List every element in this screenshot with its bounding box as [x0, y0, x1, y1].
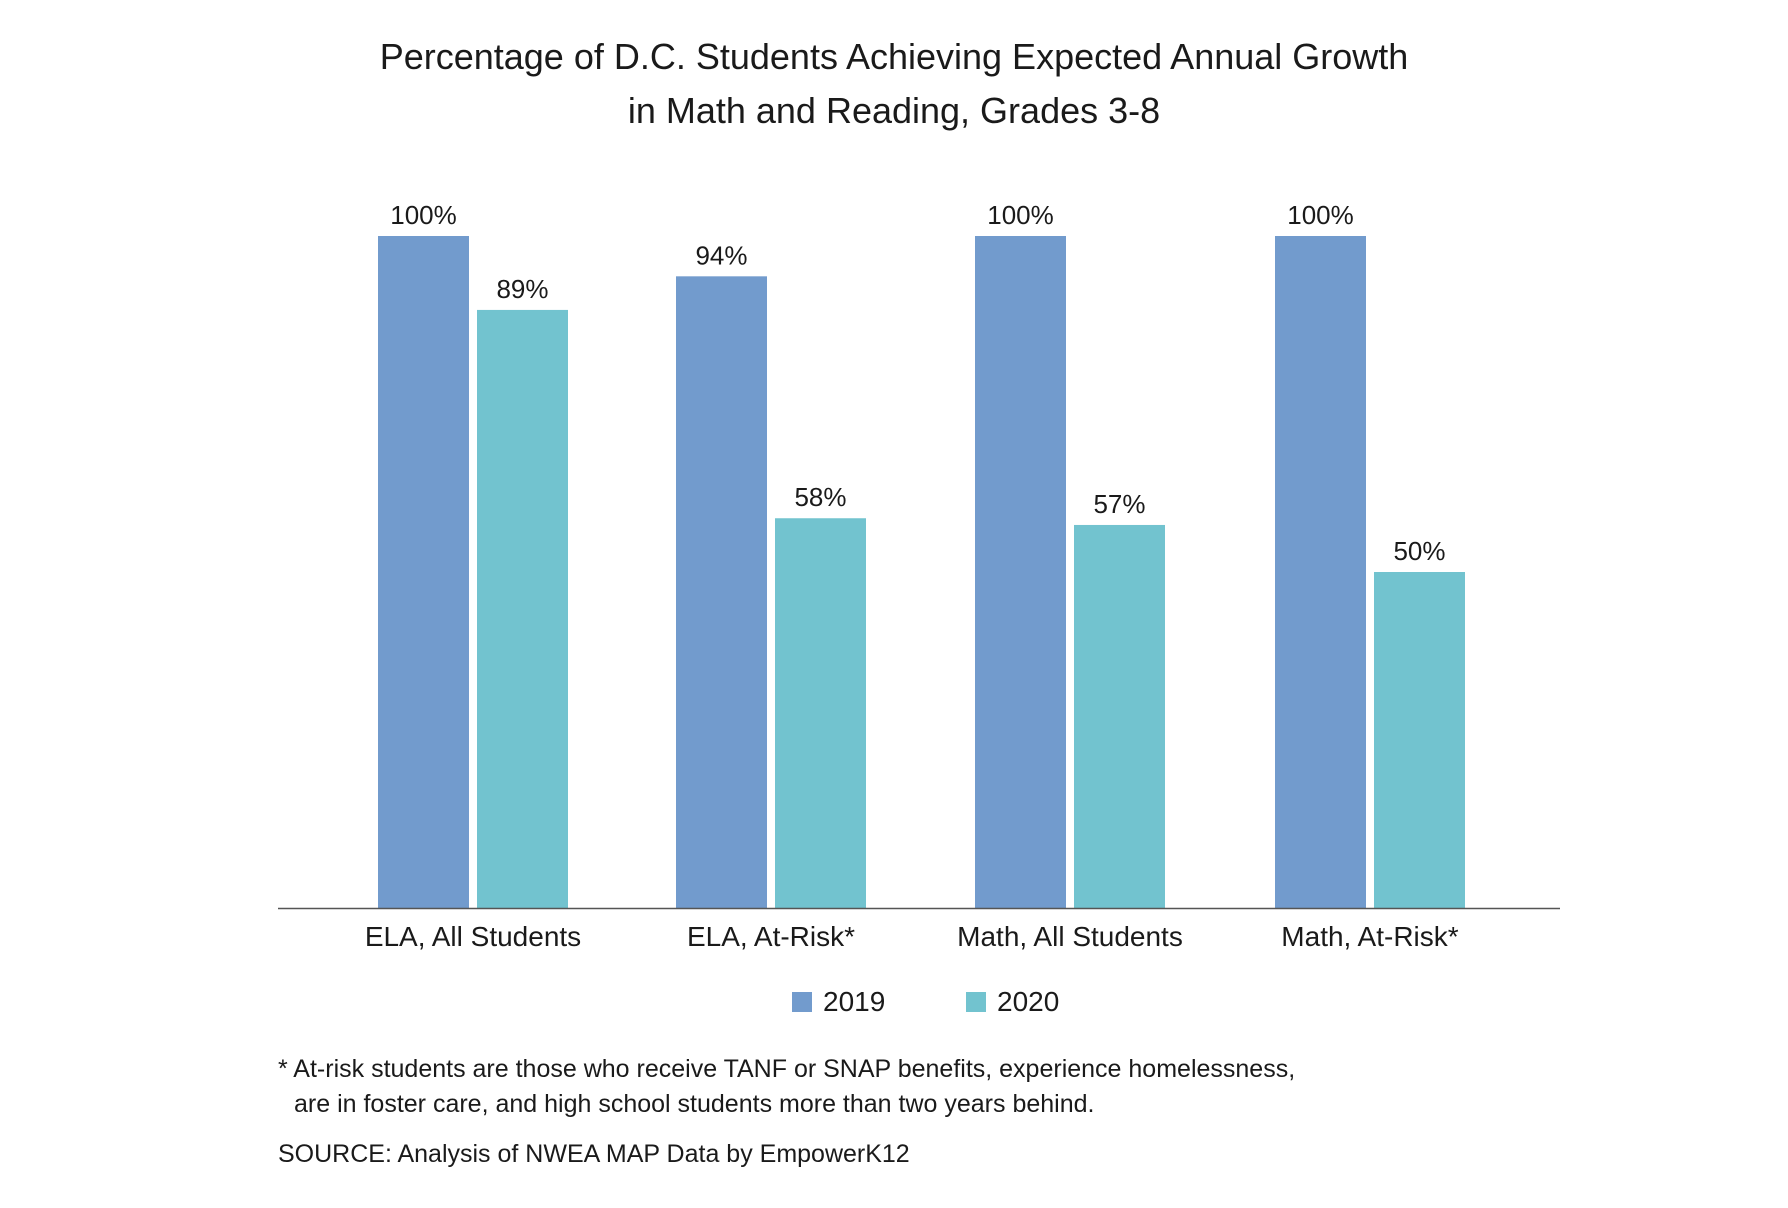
- footnote: * At-risk students are those who receive…: [278, 1052, 1295, 1122]
- data-label-series-2019-2: 94%: [695, 240, 747, 270]
- data-label-series-2020-4: 50%: [1393, 536, 1445, 566]
- bar-series-2019-1: [378, 236, 469, 908]
- legend-label-2020: 2020: [997, 986, 1059, 1017]
- bar-series-2019-3: [975, 236, 1066, 908]
- footnote-line-1: * At-risk students are those who receive…: [278, 1055, 1296, 1083]
- chart-title-line-2: in Math and Reading, Grades 3-8: [627, 90, 1161, 131]
- x-tick-label-1: ELA, All Students: [365, 921, 581, 952]
- bar-series-2019-4: [1275, 236, 1366, 908]
- bar-series-2020-2: [775, 518, 866, 908]
- data-label-series-2019-4: 100%: [1287, 200, 1354, 230]
- footnote-line-2: are in foster care, and high school stud…: [294, 1090, 1095, 1118]
- bar-series-2019-2: [676, 276, 767, 908]
- bar-series-2020-1: [477, 309, 568, 908]
- data-label-series-2020-1: 89%: [496, 274, 548, 304]
- chart-title: Percentage of D.C. Students Achieving Ex…: [0, 30, 1788, 138]
- legend-swatch-2020: [966, 992, 986, 1012]
- x-tick-label-3: Math, All Students: [957, 921, 1183, 952]
- legend-label-2019: 2019: [823, 986, 885, 1017]
- bar-series-2020-4: [1374, 572, 1465, 908]
- data-label-series-2019-1: 100%: [390, 200, 457, 230]
- x-tick-label-2: ELA, At-Risk*: [687, 921, 855, 952]
- bar-series-2020-3: [1074, 524, 1165, 908]
- source-note: SOURCE: Analysis of NWEA MAP Data by Emp…: [278, 1140, 910, 1168]
- data-label-series-2019-3: 100%: [987, 200, 1054, 230]
- legend-swatch-2019: [792, 992, 812, 1012]
- chart-title-line-1: Percentage of D.C. Students Achieving Ex…: [379, 36, 1409, 77]
- x-tick-label-4: Math, At-Risk*: [1281, 921, 1458, 952]
- data-label-series-2020-3: 57%: [1093, 489, 1145, 519]
- data-label-series-2020-2: 58%: [794, 482, 846, 512]
